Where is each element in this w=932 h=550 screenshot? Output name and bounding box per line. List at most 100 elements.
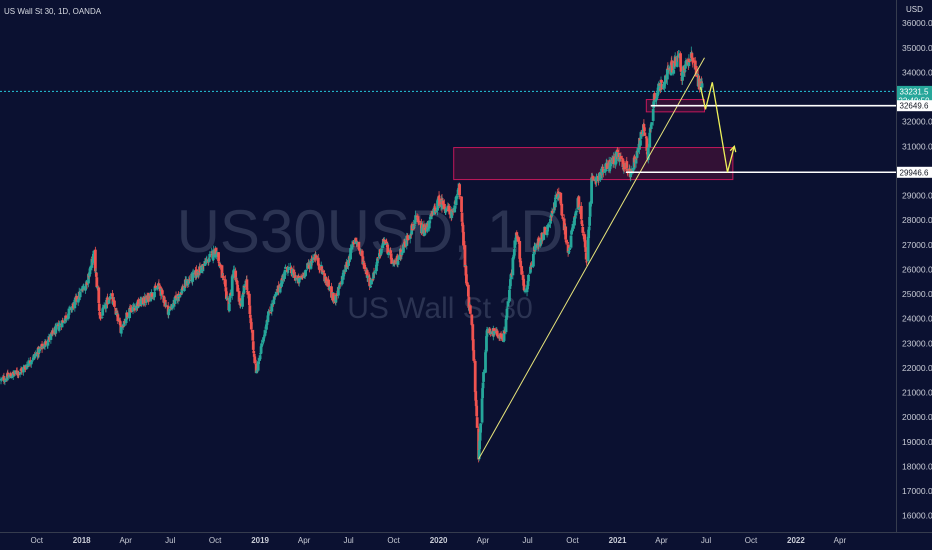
candle[interactable] — [187, 276, 191, 288]
candle[interactable] — [605, 160, 609, 170]
candle[interactable] — [133, 307, 137, 313]
candle[interactable] — [118, 317, 122, 326]
candle[interactable] — [283, 274, 286, 282]
candle[interactable] — [104, 301, 108, 313]
candle[interactable] — [113, 297, 116, 309]
candle[interactable] — [44, 339, 48, 347]
candle[interactable] — [557, 187, 561, 201]
candle[interactable] — [304, 268, 308, 274]
candle[interactable] — [280, 274, 284, 281]
candle[interactable] — [443, 199, 446, 213]
candle[interactable] — [247, 290, 251, 309]
candle[interactable] — [473, 359, 477, 395]
candle[interactable] — [587, 228, 591, 242]
candle[interactable] — [427, 217, 431, 232]
candle[interactable] — [479, 422, 482, 436]
candle[interactable] — [406, 233, 410, 245]
candle[interactable] — [229, 292, 233, 296]
candle[interactable] — [513, 237, 517, 251]
candle[interactable] — [518, 236, 522, 260]
candle[interactable] — [33, 353, 37, 359]
candle[interactable] — [578, 204, 582, 212]
candle[interactable] — [68, 305, 72, 312]
candle[interactable] — [660, 79, 663, 84]
candle[interactable] — [136, 297, 140, 307]
candle[interactable] — [429, 214, 433, 224]
candle[interactable] — [564, 237, 568, 246]
candle[interactable] — [30, 357, 34, 364]
candle[interactable] — [527, 274, 530, 282]
candle[interactable] — [260, 339, 263, 351]
candle[interactable] — [468, 304, 472, 315]
candle[interactable] — [646, 143, 650, 164]
candle[interactable] — [675, 55, 679, 68]
candle[interactable] — [467, 292, 471, 308]
candle[interactable] — [532, 252, 535, 268]
candle[interactable] — [351, 243, 354, 248]
candle[interactable] — [328, 286, 332, 289]
candle[interactable] — [230, 274, 234, 300]
candle[interactable] — [184, 276, 188, 288]
candle[interactable] — [403, 238, 407, 244]
candle[interactable] — [660, 80, 664, 91]
candle[interactable] — [239, 302, 243, 307]
candle[interactable] — [684, 57, 688, 69]
candle[interactable] — [424, 225, 428, 234]
candle[interactable] — [107, 296, 111, 304]
candle[interactable] — [508, 286, 511, 304]
candle[interactable] — [636, 143, 640, 158]
candle[interactable] — [163, 297, 167, 309]
candle[interactable] — [99, 313, 103, 321]
candle[interactable] — [460, 196, 463, 216]
candle[interactable] — [334, 294, 338, 306]
candle[interactable] — [496, 333, 500, 339]
candle[interactable] — [393, 258, 397, 265]
candle[interactable] — [102, 302, 106, 310]
candle[interactable] — [270, 300, 274, 316]
candle[interactable] — [694, 60, 698, 77]
candle[interactable] — [227, 301, 231, 313]
candle[interactable] — [465, 279, 469, 287]
candle[interactable] — [619, 152, 623, 162]
candle[interactable] — [400, 251, 404, 260]
candle[interactable] — [510, 269, 513, 277]
candle[interactable] — [367, 272, 371, 278]
candle[interactable] — [340, 283, 344, 287]
candle[interactable] — [174, 291, 178, 300]
candle[interactable] — [188, 275, 192, 283]
candle[interactable] — [371, 277, 374, 284]
candle[interactable] — [97, 285, 101, 305]
candle[interactable] — [618, 154, 621, 166]
candle[interactable] — [205, 255, 209, 265]
candle[interactable] — [287, 263, 291, 270]
candle[interactable] — [259, 345, 263, 354]
candle[interactable] — [143, 294, 147, 307]
candle[interactable] — [434, 209, 438, 213]
candle[interactable] — [335, 290, 339, 300]
candle[interactable] — [448, 209, 452, 219]
candle[interactable] — [75, 295, 79, 305]
candle[interactable] — [666, 68, 670, 72]
candle[interactable] — [458, 191, 462, 197]
candle[interactable] — [562, 214, 566, 235]
candle[interactable] — [368, 274, 372, 291]
candle[interactable] — [17, 370, 20, 379]
candle[interactable] — [386, 241, 390, 255]
candle[interactable] — [93, 246, 97, 276]
candle[interactable] — [150, 292, 154, 299]
candle[interactable] — [132, 302, 135, 306]
candle[interactable] — [37, 346, 41, 355]
candle[interactable] — [475, 403, 479, 418]
candle[interactable] — [665, 65, 669, 86]
candle[interactable] — [679, 62, 683, 74]
candle[interactable] — [616, 146, 619, 153]
candle[interactable] — [650, 122, 654, 127]
candle[interactable] — [362, 261, 366, 272]
candle[interactable] — [586, 235, 590, 266]
candle[interactable] — [359, 248, 363, 256]
candle[interactable] — [568, 246, 571, 254]
candle[interactable] — [10, 375, 14, 379]
candle[interactable] — [160, 288, 164, 297]
candle[interactable] — [480, 397, 484, 425]
supply-zone-box[interactable] — [453, 147, 734, 181]
